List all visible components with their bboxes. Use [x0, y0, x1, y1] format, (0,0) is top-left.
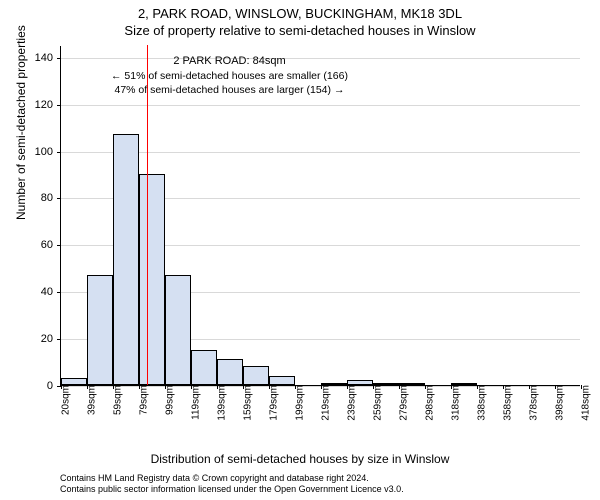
- footer-line-1: Contains HM Land Registry data © Crown c…: [60, 473, 404, 485]
- gridline: [61, 105, 580, 106]
- xtick-label: 20sqm: [59, 385, 72, 415]
- histogram-bar: [243, 366, 269, 385]
- xtick-label: 318sqm: [449, 385, 462, 421]
- ytick-label: 80: [41, 192, 61, 204]
- histogram-bar: [269, 376, 295, 385]
- histogram-bar: [165, 275, 191, 385]
- xtick-label: 418sqm: [579, 385, 592, 421]
- xtick-label: 139sqm: [215, 385, 228, 421]
- ytick-label: 40: [41, 286, 61, 298]
- xtick-label: 159sqm: [241, 385, 254, 421]
- histogram-bar: [113, 134, 139, 385]
- ytick-label: 140: [35, 52, 61, 64]
- xtick-label: 378sqm: [527, 385, 540, 421]
- xtick-label: 279sqm: [397, 385, 410, 421]
- histogram-bar: [217, 359, 243, 385]
- ytick-label: 120: [35, 99, 61, 111]
- annotation-line-larger: 47% of semi-detached houses are larger (…: [111, 83, 348, 97]
- histogram-bar: [87, 275, 113, 385]
- plot-area: 02040608010012014020sqm39sqm59sqm79sqm99…: [60, 46, 580, 386]
- xtick-label: 39sqm: [85, 385, 98, 415]
- footer-line-2: Contains public sector information licen…: [60, 484, 404, 496]
- chart-title-main: 2, PARK ROAD, WINSLOW, BUCKINGHAM, MK18 …: [0, 0, 600, 21]
- ytick-label: 100: [35, 146, 61, 158]
- xtick-label: 119sqm: [189, 385, 202, 420]
- xtick-label: 239sqm: [345, 385, 358, 421]
- xtick-label: 219sqm: [319, 385, 332, 421]
- plot-area-wrap: 02040608010012014020sqm39sqm59sqm79sqm99…: [60, 46, 580, 406]
- xtick-label: 79sqm: [137, 385, 150, 415]
- histogram-bar: [139, 174, 165, 385]
- annotation-line-smaller: ← 51% of semi-detached houses are smalle…: [111, 69, 348, 83]
- xtick-label: 179sqm: [267, 385, 280, 421]
- footer-attribution: Contains HM Land Registry data © Crown c…: [60, 473, 404, 496]
- y-axis-label: Number of semi-detached properties: [14, 25, 28, 220]
- xtick-label: 99sqm: [163, 385, 176, 415]
- ytick-label: 60: [41, 239, 61, 251]
- xtick-label: 199sqm: [293, 385, 306, 421]
- annotation-title: 2 PARK ROAD: 84sqm: [111, 54, 348, 69]
- chart-title-sub: Size of property relative to semi-detach…: [0, 21, 600, 38]
- xtick-label: 259sqm: [371, 385, 384, 421]
- xtick-label: 298sqm: [423, 385, 436, 421]
- histogram-bar: [61, 378, 87, 385]
- xtick-label: 358sqm: [501, 385, 514, 421]
- xtick-label: 398sqm: [553, 385, 566, 421]
- histogram-bar: [191, 350, 217, 385]
- ytick-label: 20: [41, 333, 61, 345]
- xtick-label: 338sqm: [475, 385, 488, 421]
- x-axis-label: Distribution of semi-detached houses by …: [0, 452, 600, 466]
- xtick-label: 59sqm: [111, 385, 124, 415]
- annotation-box: 2 PARK ROAD: 84sqm ← 51% of semi-detache…: [111, 54, 348, 97]
